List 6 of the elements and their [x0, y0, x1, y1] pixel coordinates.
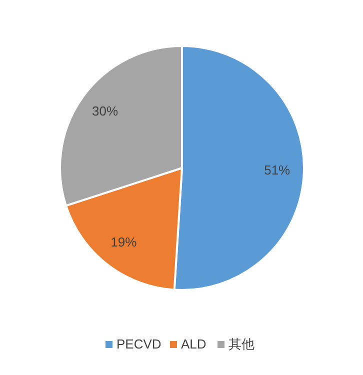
- data-label: 19%: [110, 234, 138, 250]
- data-label: 30%: [92, 104, 118, 119]
- legend-label: PECVD: [116, 336, 162, 352]
- legend-label: ALD: [181, 336, 206, 352]
- legend-label: 其他: [228, 336, 254, 352]
- data-label: 51%: [264, 162, 291, 178]
